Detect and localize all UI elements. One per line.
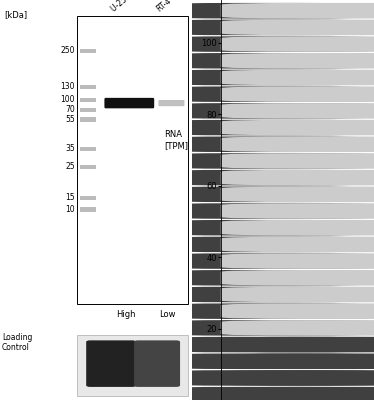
FancyBboxPatch shape <box>221 70 374 85</box>
FancyBboxPatch shape <box>158 53 374 68</box>
FancyBboxPatch shape <box>158 387 374 400</box>
Text: 35: 35 <box>65 144 75 154</box>
FancyBboxPatch shape <box>221 153 374 169</box>
Text: RT-4: RT-4 <box>155 0 174 13</box>
FancyBboxPatch shape <box>221 320 374 336</box>
Text: RNA
[TPM]: RNA [TPM] <box>164 130 188 150</box>
Bar <box>80 117 96 122</box>
FancyBboxPatch shape <box>159 100 184 106</box>
Bar <box>80 98 96 102</box>
Bar <box>80 165 96 169</box>
FancyBboxPatch shape <box>158 303 374 319</box>
Text: 10: 10 <box>65 205 75 214</box>
FancyBboxPatch shape <box>158 203 374 219</box>
Bar <box>80 108 96 112</box>
FancyBboxPatch shape <box>221 237 374 252</box>
Text: 25: 25 <box>65 162 75 172</box>
FancyBboxPatch shape <box>158 320 374 336</box>
Bar <box>80 147 96 151</box>
FancyBboxPatch shape <box>221 86 374 102</box>
Text: [kDa]: [kDa] <box>4 10 27 19</box>
FancyBboxPatch shape <box>221 303 374 319</box>
FancyBboxPatch shape <box>221 186 374 202</box>
FancyBboxPatch shape <box>158 253 374 269</box>
Text: 55: 55 <box>65 115 75 124</box>
FancyBboxPatch shape <box>158 86 374 102</box>
Text: Low: Low <box>159 310 176 319</box>
FancyBboxPatch shape <box>158 3 374 18</box>
Text: U-251 MG: U-251 MG <box>109 0 144 13</box>
FancyBboxPatch shape <box>158 136 374 152</box>
Text: 100: 100 <box>60 95 75 104</box>
FancyBboxPatch shape <box>221 370 374 386</box>
FancyBboxPatch shape <box>158 186 374 202</box>
FancyBboxPatch shape <box>221 53 374 68</box>
Text: 250: 250 <box>60 46 75 55</box>
FancyBboxPatch shape <box>158 153 374 169</box>
FancyBboxPatch shape <box>158 354 374 369</box>
FancyBboxPatch shape <box>221 270 374 286</box>
FancyBboxPatch shape <box>221 20 374 35</box>
FancyBboxPatch shape <box>221 220 374 236</box>
Text: Loading
Control: Loading Control <box>2 333 32 352</box>
FancyBboxPatch shape <box>158 70 374 85</box>
FancyBboxPatch shape <box>158 370 374 386</box>
FancyBboxPatch shape <box>158 337 374 352</box>
FancyBboxPatch shape <box>158 103 374 119</box>
Text: 70: 70 <box>65 105 75 114</box>
FancyBboxPatch shape <box>158 170 374 186</box>
Bar <box>80 196 96 200</box>
FancyBboxPatch shape <box>221 354 374 369</box>
Text: High: High <box>116 310 135 319</box>
FancyBboxPatch shape <box>158 36 374 52</box>
FancyBboxPatch shape <box>221 387 374 400</box>
FancyBboxPatch shape <box>221 120 374 135</box>
FancyBboxPatch shape <box>221 136 374 152</box>
Bar <box>80 84 96 89</box>
Bar <box>77 334 188 396</box>
FancyBboxPatch shape <box>158 120 374 135</box>
FancyBboxPatch shape <box>158 237 374 252</box>
FancyBboxPatch shape <box>104 98 154 108</box>
FancyBboxPatch shape <box>221 203 374 219</box>
FancyBboxPatch shape <box>158 220 374 236</box>
FancyBboxPatch shape <box>221 36 374 52</box>
FancyBboxPatch shape <box>158 287 374 302</box>
FancyBboxPatch shape <box>86 340 136 387</box>
FancyBboxPatch shape <box>158 270 374 286</box>
FancyBboxPatch shape <box>221 103 374 119</box>
Bar <box>80 49 96 53</box>
Text: 130: 130 <box>60 82 75 91</box>
Bar <box>77 16 188 304</box>
FancyBboxPatch shape <box>221 3 374 18</box>
FancyBboxPatch shape <box>158 20 374 35</box>
Bar <box>80 207 96 212</box>
FancyBboxPatch shape <box>221 337 374 352</box>
FancyBboxPatch shape <box>134 340 180 387</box>
Text: 15: 15 <box>65 194 75 202</box>
FancyBboxPatch shape <box>221 287 374 302</box>
FancyBboxPatch shape <box>221 253 374 269</box>
FancyBboxPatch shape <box>221 170 374 186</box>
